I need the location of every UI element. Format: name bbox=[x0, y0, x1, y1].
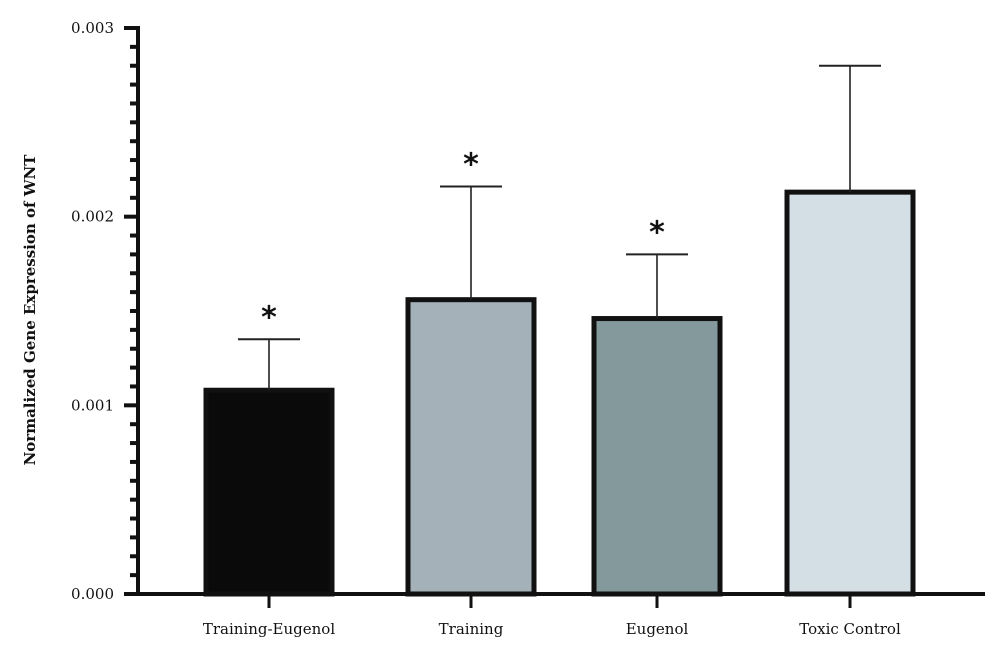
bar-eugenol bbox=[591, 316, 723, 597]
y-axis: 0.000 0.001 0.002 0.003 bbox=[71, 19, 140, 603]
y-tick-label: 0.000 bbox=[71, 585, 114, 603]
significance-star: * bbox=[649, 215, 665, 250]
significance-star: * bbox=[261, 300, 277, 335]
y-tick-label: 0.001 bbox=[71, 396, 114, 414]
y-tick-label: 0.002 bbox=[71, 208, 114, 226]
y-axis-label: Normalized Gene Expression of WNT bbox=[21, 154, 39, 466]
y-tick-label: 0.003 bbox=[71, 19, 114, 37]
bar-training bbox=[405, 297, 537, 597]
error-bars bbox=[238, 64, 881, 391]
significance-star: * bbox=[463, 147, 479, 182]
bars bbox=[203, 189, 916, 597]
bar-training-eugenol bbox=[203, 387, 335, 597]
x-tick-label: Eugenol bbox=[626, 620, 689, 638]
bar-toxic-control bbox=[784, 189, 916, 597]
x-tick-label: Training bbox=[439, 620, 504, 638]
x-tick-label: Toxic Control bbox=[799, 620, 901, 638]
x-tick-label: Training-Eugenol bbox=[203, 620, 335, 638]
x-axis: Training-Eugenol Training Eugenol Toxic Con… bbox=[136, 592, 985, 638]
significance-markers: * * * bbox=[261, 147, 665, 335]
